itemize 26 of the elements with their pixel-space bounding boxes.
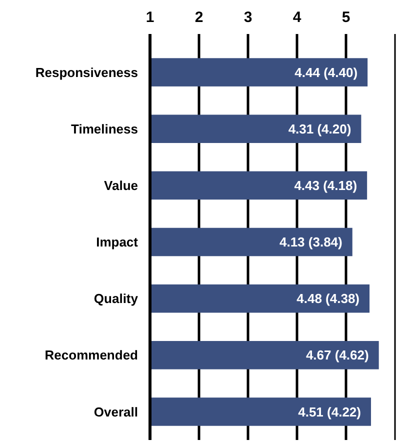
x-tick-label: 2 (194, 9, 204, 26)
bar (150, 171, 368, 200)
bar (150, 58, 368, 86)
y-tick-label: Responsiveness (35, 64, 138, 80)
y-tick-label: Recommended (44, 348, 138, 363)
bar (150, 284, 370, 313)
y-tick-label: Overall (94, 404, 138, 420)
data-label: 4.48 (4.38) (296, 291, 360, 306)
x-tick-label: 5 (342, 9, 350, 26)
data-label: 4.51 (4.22) (298, 404, 361, 420)
y-tick-label: Value (104, 178, 138, 193)
data-label: 4.67 (4.62) (306, 348, 369, 363)
bar (150, 398, 371, 426)
x-tick-label: 1 (146, 9, 154, 26)
data-label: 4.43 (4.18) (294, 178, 358, 193)
x-tick-label: 4 (292, 9, 302, 26)
data-label: 4.13 (3.84) (279, 234, 342, 250)
bar (150, 341, 379, 370)
bar (150, 114, 362, 143)
y-tick-label: Quality (94, 291, 139, 306)
x-tick-label: 3 (244, 9, 252, 26)
data-label: 4.44 (4.40) (294, 64, 358, 80)
bar (150, 228, 352, 256)
y-tick-label: Impact (96, 234, 139, 250)
y-tick-label: Timeliness (71, 121, 138, 136)
data-label: 4.31 (4.20) (288, 121, 352, 136)
